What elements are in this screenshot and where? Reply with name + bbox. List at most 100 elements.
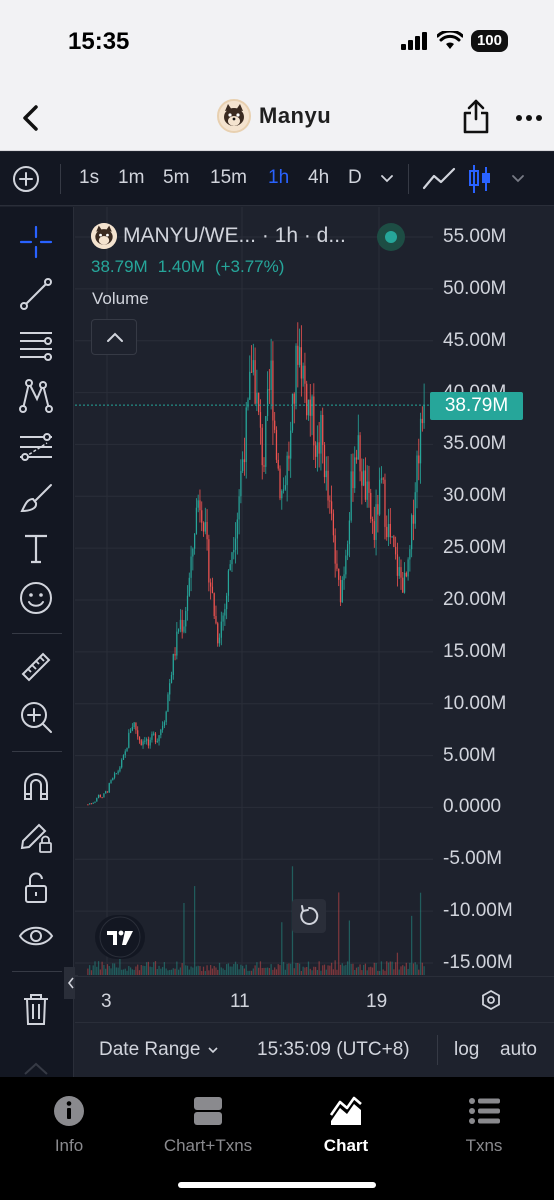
timeframe-4h[interactable]: 4h <box>308 167 330 188</box>
timeframe-15m[interactable]: 15m <box>210 167 247 188</box>
settings-hexagon-icon[interactable] <box>480 989 502 1011</box>
candle-body <box>121 759 123 768</box>
volume-bar <box>379 970 381 975</box>
volume-bar <box>234 961 237 975</box>
candle-body <box>231 552 233 565</box>
timeframe-1h[interactable]: 1h <box>268 167 290 188</box>
candle-body <box>192 548 194 557</box>
volume-bar <box>314 966 317 975</box>
candle-body <box>330 501 333 514</box>
timeframe-1m[interactable]: 1m <box>118 167 145 188</box>
lock-drawings-icon[interactable] <box>17 817 55 855</box>
auto-scale-toggle[interactable]: auto <box>500 1039 537 1060</box>
candle-body <box>407 559 409 577</box>
symbol-title[interactable]: MANYU/WE... · 1h · d... <box>123 224 346 247</box>
horizontal-lines-icon[interactable] <box>17 325 55 363</box>
candle-body <box>348 520 351 545</box>
chevron-down-icon[interactable] <box>379 170 395 186</box>
tradingview-logo[interactable] <box>95 915 145 959</box>
chevron-up-icon[interactable] <box>17 1050 55 1077</box>
candle-body <box>263 465 265 467</box>
fib-retracement-icon[interactable] <box>17 429 55 467</box>
time-axis[interactable]: 3 11 19 <box>75 976 554 1022</box>
price-axis-label: -10.00M <box>443 900 513 922</box>
trash-icon[interactable] <box>17 990 55 1028</box>
volume-bar <box>194 886 196 975</box>
zoom-in-icon[interactable] <box>17 698 55 736</box>
more-options-icon[interactable] <box>514 103 544 133</box>
candle-body <box>172 653 174 675</box>
chevron-left-icon <box>67 977 74 989</box>
volume-bar <box>163 962 166 975</box>
status-icons: 100 <box>400 30 508 52</box>
tab-label: Txns <box>465 1136 503 1155</box>
pattern-tool-icon[interactable] <box>17 377 55 415</box>
crosshair-icon[interactable] <box>17 223 55 261</box>
tab-chart[interactable]: Chart <box>286 1095 406 1156</box>
volume-bar <box>140 964 142 975</box>
volume-bar <box>218 962 221 975</box>
collapse-legend-button[interactable] <box>91 319 137 355</box>
price-chart[interactable]: MANYU/WE... · 1h · d... 38.79M 1.40M (+3… <box>75 207 554 975</box>
candle-body <box>272 360 274 421</box>
collapse-toolbar-tab[interactable] <box>64 967 78 999</box>
candle-body <box>124 751 126 756</box>
candle-body <box>306 383 308 416</box>
volume-bar <box>90 970 93 975</box>
back-arrow-icon[interactable] <box>16 101 46 135</box>
split-view-icon <box>194 1097 222 1125</box>
candle-body <box>183 626 185 632</box>
volume-bar <box>190 966 192 975</box>
volume-bar <box>277 964 279 975</box>
candlestick-icon[interactable] <box>467 163 493 195</box>
tab-txns[interactable]: Txns <box>424 1095 544 1156</box>
candle-body <box>145 739 148 741</box>
candle-body <box>195 507 198 534</box>
volume-bar <box>142 965 144 975</box>
timeframe-5m[interactable]: 5m <box>163 167 190 188</box>
date-range-button[interactable]: Date Range <box>99 1039 220 1061</box>
chevron-down-icon[interactable] <box>510 170 526 186</box>
candle-body <box>291 393 294 431</box>
volume-bar <box>377 970 379 975</box>
timeframe-1s[interactable]: 1s <box>79 167 100 188</box>
candle-body <box>350 471 352 521</box>
candle-body <box>87 804 89 806</box>
candle-body <box>96 798 98 802</box>
volume-bar <box>186 965 189 975</box>
log-scale-toggle[interactable]: log <box>454 1039 480 1060</box>
share-icon[interactable] <box>460 97 492 135</box>
volume-bar <box>268 968 270 975</box>
clock-timezone[interactable]: 15:35:09 (UTC+8) <box>257 1039 410 1060</box>
ruler-icon[interactable] <box>17 648 55 686</box>
emoji-icon[interactable] <box>17 579 55 617</box>
candle-body <box>160 729 162 736</box>
signal-icon <box>400 32 427 50</box>
candle-body <box>366 481 368 500</box>
candle-body <box>190 556 192 578</box>
chart-canvas[interactable] <box>75 207 554 975</box>
timeframe-d[interactable]: D <box>348 167 362 188</box>
candle-body <box>185 610 187 627</box>
add-indicator-icon[interactable] <box>12 165 40 193</box>
tab-chart-txns[interactable]: Chart+Txns <box>148 1095 268 1156</box>
candle-body <box>188 577 190 596</box>
volume-bar <box>290 963 292 975</box>
magnet-icon[interactable] <box>17 767 55 805</box>
volume-bar <box>403 966 406 975</box>
volume-label[interactable]: Volume <box>92 289 149 308</box>
eye-icon[interactable] <box>17 917 55 955</box>
line-chart-type-icon[interactable] <box>422 166 456 192</box>
volume-bar <box>265 967 267 975</box>
candle-body <box>128 732 130 748</box>
wifi-icon <box>436 31 463 49</box>
text-tool-icon[interactable] <box>17 529 55 567</box>
tab-info[interactable]: Info <box>9 1095 129 1156</box>
brush-icon[interactable] <box>17 479 55 517</box>
candle-body <box>322 414 324 445</box>
trend-line-icon[interactable] <box>17 275 55 313</box>
unlock-icon[interactable] <box>17 869 55 907</box>
reset-chart-button[interactable] <box>292 899 326 933</box>
candle-body <box>387 523 390 538</box>
candle-body <box>357 435 359 460</box>
